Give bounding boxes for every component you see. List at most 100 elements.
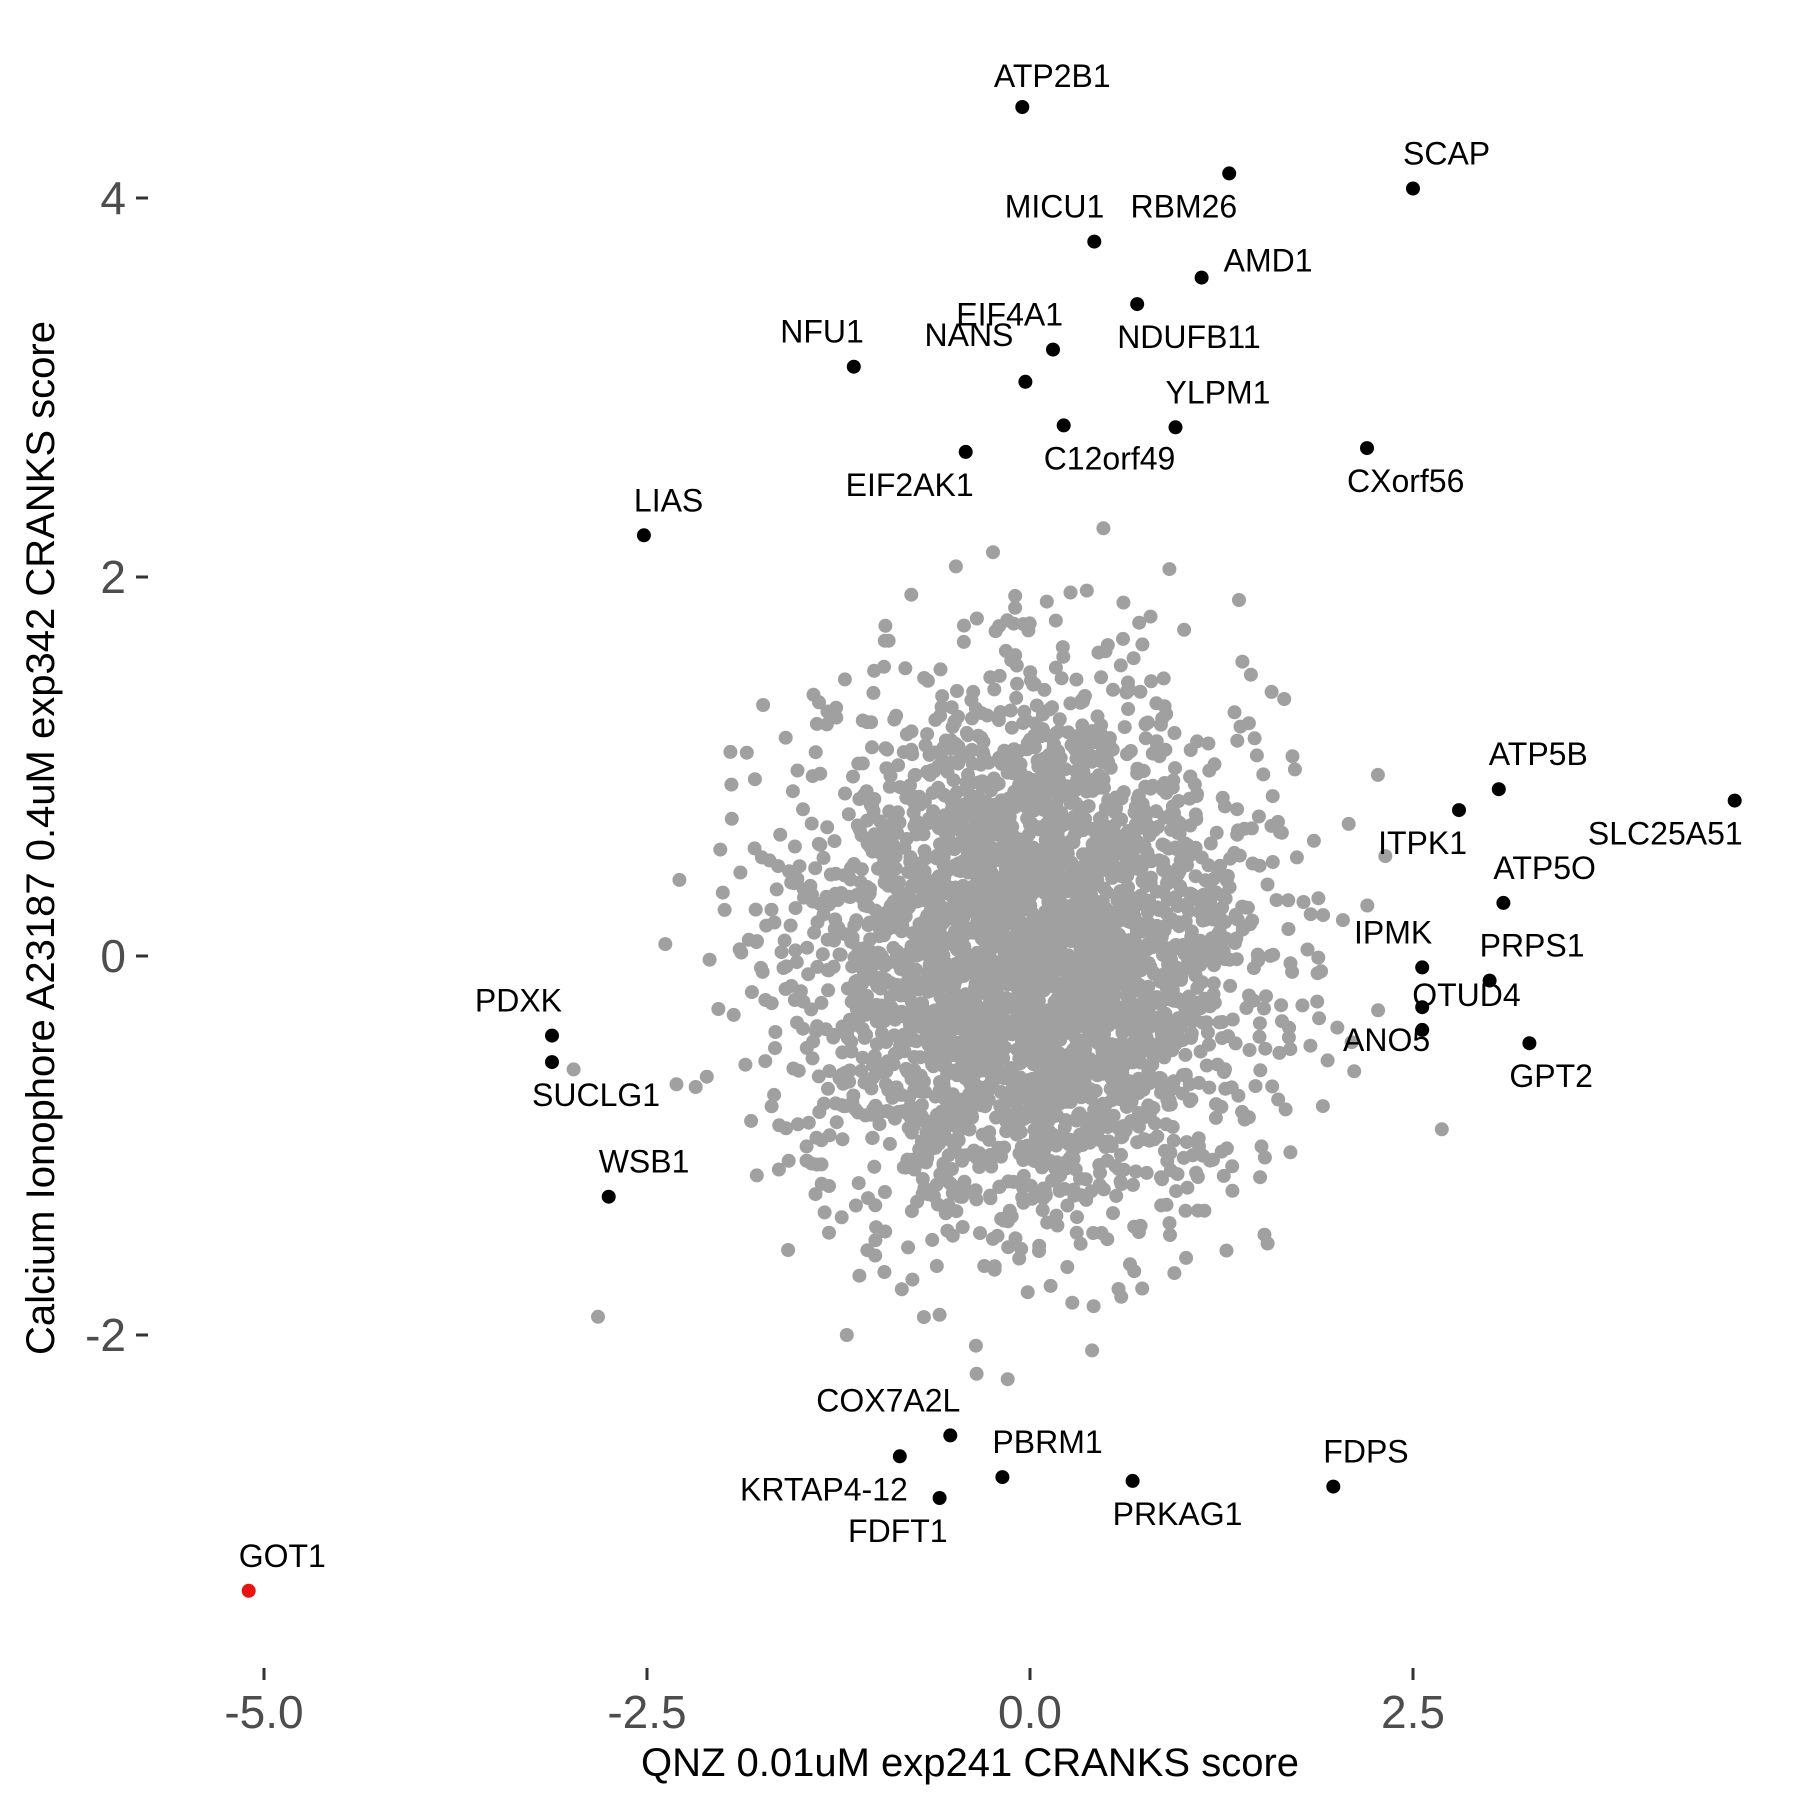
background-gene-point xyxy=(838,786,852,801)
background-gene-point xyxy=(877,633,892,648)
background-gene-point xyxy=(998,1095,1013,1110)
background-gene-point xyxy=(1249,748,1264,763)
background-gene-point xyxy=(1179,1135,1194,1150)
background-gene-point xyxy=(773,827,788,842)
background-gene-point xyxy=(1233,719,1248,734)
background-gene-point xyxy=(1147,1116,1162,1131)
background-gene-point xyxy=(1045,1106,1060,1121)
background-gene-point xyxy=(907,1162,922,1177)
background-gene-point xyxy=(764,902,779,917)
background-gene-point xyxy=(936,1158,951,1173)
background-gene-point xyxy=(1145,929,1160,944)
background-gene-point xyxy=(771,1162,786,1177)
background-gene-point xyxy=(1024,673,1038,688)
y-axis: -2 0 2 4 xyxy=(85,172,148,1361)
background-gene-point xyxy=(805,1051,820,1066)
background-gene-point xyxy=(879,761,894,776)
background-gene-point xyxy=(1178,1047,1193,1062)
background-gene-point xyxy=(1059,878,1074,893)
background-gene-point xyxy=(807,925,822,940)
background-gene-point xyxy=(1106,1108,1121,1123)
background-gene-point xyxy=(1202,885,1217,900)
gene-label-nans: NANS xyxy=(924,317,1013,353)
background-gene-point xyxy=(1315,1099,1330,1114)
background-gene-point xyxy=(811,1069,826,1084)
background-gene-point xyxy=(837,868,852,883)
background-gene-point xyxy=(931,878,946,893)
background-gene-point xyxy=(1004,971,1019,986)
background-gene-point xyxy=(1330,1020,1345,1035)
background-gene-point xyxy=(792,859,807,874)
background-gene-point xyxy=(1206,872,1221,887)
background-gene-point xyxy=(924,892,939,906)
gene-point-suclg1 xyxy=(545,1055,559,1070)
background-gene-point xyxy=(1091,845,1106,860)
background-gene-point xyxy=(1010,676,1024,691)
background-gene-point xyxy=(1278,1102,1293,1117)
background-gene-point xyxy=(702,952,717,967)
background-gene-point xyxy=(1043,1278,1058,1293)
background-gene-point xyxy=(1129,1014,1144,1028)
background-gene-point xyxy=(968,701,983,716)
gene-point-wsb1 xyxy=(601,1189,616,1204)
background-gene-point xyxy=(1141,998,1156,1013)
background-gene-point xyxy=(1052,712,1067,727)
background-gene-point xyxy=(990,827,1005,842)
background-gene-point xyxy=(778,730,793,745)
background-gene-point xyxy=(1242,1043,1257,1057)
background-gene-point xyxy=(1296,895,1311,909)
gene-label-ipmk: IPMK xyxy=(1354,914,1432,950)
background-gene-point xyxy=(986,771,1001,786)
background-gene-point xyxy=(1237,1112,1252,1127)
background-gene-point xyxy=(878,1077,893,1092)
background-gene-point xyxy=(787,839,802,854)
background-gene-point xyxy=(1121,675,1135,690)
background-gene-point xyxy=(855,976,870,991)
background-gene-point xyxy=(1235,899,1250,914)
background-gene-point xyxy=(1024,945,1039,960)
gene-label-slc25a51: SLC25A51 xyxy=(1588,816,1743,852)
background-gene-point xyxy=(1025,1021,1040,1036)
background-gene-point xyxy=(1168,960,1183,974)
background-gene-point xyxy=(963,900,978,915)
background-gene-point xyxy=(816,907,831,922)
background-gene-point xyxy=(1025,1055,1040,1070)
background-gene-point xyxy=(1133,684,1148,699)
background-gene-point xyxy=(1137,1132,1152,1147)
background-gene-point xyxy=(1039,594,1054,609)
background-gene-point xyxy=(838,1065,852,1080)
background-gene-point xyxy=(1009,935,1024,949)
background-gene-point xyxy=(904,587,919,602)
background-gene-point xyxy=(1245,856,1260,871)
background-gene-point xyxy=(927,1115,942,1130)
background-gene-point xyxy=(1117,1162,1131,1177)
background-gene-point xyxy=(1189,789,1204,804)
background-gene-point xyxy=(785,784,800,799)
background-gene-point xyxy=(1016,1168,1031,1183)
background-gene-point xyxy=(1144,674,1159,689)
background-gene-point xyxy=(937,787,951,802)
background-gene-point xyxy=(566,1062,581,1077)
background-gene-point xyxy=(1048,1028,1063,1042)
background-gene-point xyxy=(817,1205,832,1220)
background-gene-point xyxy=(865,1070,880,1085)
background-gene-point xyxy=(1312,1011,1327,1026)
background-gene-point xyxy=(1300,942,1315,957)
background-gene-point xyxy=(1050,803,1065,818)
background-gene-point xyxy=(1183,886,1198,901)
background-gene-point xyxy=(1371,1003,1386,1018)
background-gene-point xyxy=(804,1002,819,1017)
background-gene-point xyxy=(764,1099,779,1114)
background-gene-point xyxy=(814,995,829,1010)
background-gene-point xyxy=(1052,836,1067,851)
background-gene-point xyxy=(1177,622,1192,637)
background-gene-point xyxy=(1103,1039,1118,1054)
x-axis-title: QNZ 0.01uM exp241 CRANKS score xyxy=(641,1741,1299,1785)
background-gene-point xyxy=(991,713,1006,727)
background-gene-point xyxy=(734,945,749,960)
background-gene-point xyxy=(781,1153,796,1168)
background-gene-point xyxy=(1216,1168,1231,1183)
background-gene-point xyxy=(1283,1042,1298,1057)
background-gene-point xyxy=(1306,833,1321,848)
background-gene-point xyxy=(1303,907,1318,922)
